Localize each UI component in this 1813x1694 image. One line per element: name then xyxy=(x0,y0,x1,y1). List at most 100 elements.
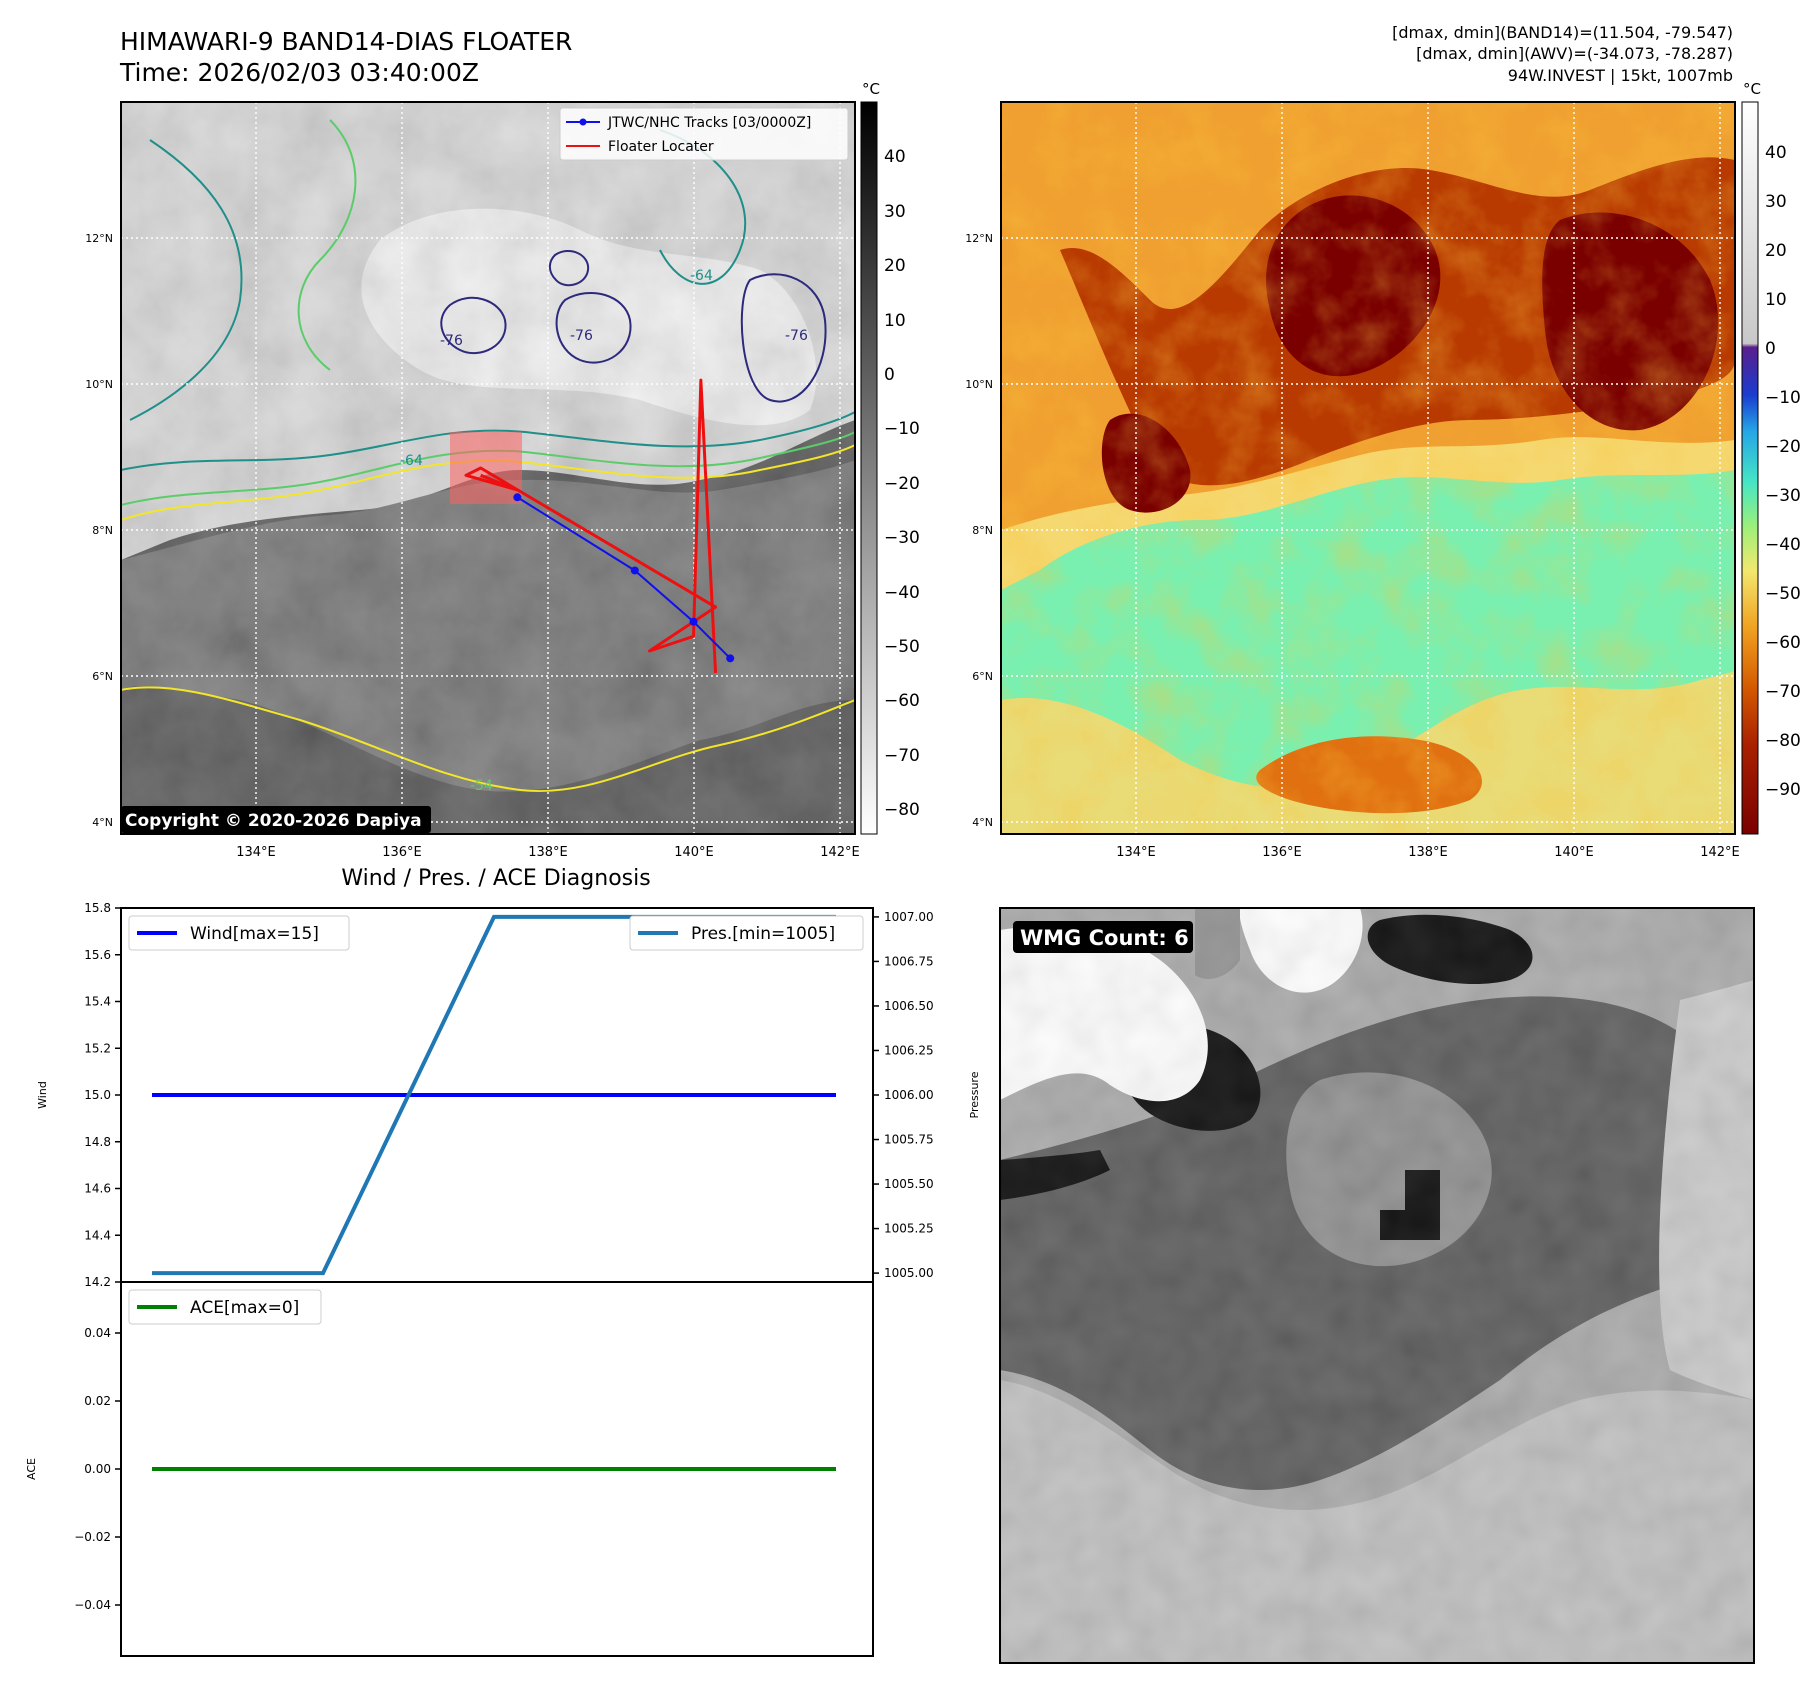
figure-time: Time: 2026/02/03 03:40:00Z xyxy=(119,58,479,87)
pressure-tick-label: 1006.50 xyxy=(884,999,934,1013)
cb-tick: −20 xyxy=(1765,437,1801,457)
wmg-panel: WMG Count: 6 xyxy=(999,907,1755,1664)
contour-purple xyxy=(555,291,632,364)
jtwc-track-point xyxy=(689,617,698,626)
pressure-axis-label: Pressure xyxy=(968,1071,981,1118)
lon-label: 142°E xyxy=(1700,845,1740,860)
lon-label: 140°E xyxy=(1554,845,1594,860)
diagnosis-title: Wind / Pres. / ACE Diagnosis xyxy=(341,866,650,891)
wind-tick-label: 15.8 xyxy=(84,901,111,915)
wind-tick-label: 14.4 xyxy=(84,1228,111,1242)
band14-colorbar-ticks: 40 30 20 10 0 −10 −20 −30 −40 −50 −60 −7… xyxy=(884,147,920,820)
cb-tick: −50 xyxy=(1765,584,1801,604)
left-gridlines xyxy=(121,102,855,834)
cb-tick: −80 xyxy=(884,800,920,820)
pressure-legend: Pres.[min=1005] xyxy=(629,915,864,951)
cb-tick: −60 xyxy=(884,691,920,711)
wind-tick-label: 15.2 xyxy=(84,1041,111,1055)
jtwc-track-point xyxy=(630,566,639,575)
lon-label: 136°E xyxy=(382,845,422,860)
cb-tick: 30 xyxy=(1765,192,1787,212)
lat-label: 4°N xyxy=(92,816,113,829)
wind-pressure-ticks: 15.8 15.6 15.4 15.2 15.0 14.8 14.6 14.4 14.2 1007… xyxy=(84,901,933,1289)
ace-axis-label: ACE xyxy=(25,1458,38,1480)
contour-green xyxy=(297,119,357,371)
cb-tick: 40 xyxy=(1765,143,1787,163)
contour-purple xyxy=(740,273,827,403)
lon-label: 136°E xyxy=(1262,845,1302,860)
contour-label: -76 xyxy=(570,328,593,344)
lat-label: 4°N xyxy=(972,816,993,829)
jtwc-track-point xyxy=(726,654,735,663)
cb-tick: −80 xyxy=(1765,731,1801,751)
ace-tick-label: 0.00 xyxy=(84,1462,111,1476)
band14-colorbar-unit: °C xyxy=(862,80,880,98)
wmg-frame xyxy=(999,907,1755,1664)
pressure-legend-label: Pres.[min=1005] xyxy=(691,924,835,944)
left-lat-labels: 12°N 10°N 8°N 6°N 4°N xyxy=(85,232,113,829)
pressure-tick-label: 1005.50 xyxy=(884,1177,934,1191)
cb-tick: −90 xyxy=(1765,780,1801,800)
wmg-count-label: WMG Count: 6 xyxy=(1020,926,1189,950)
wmg-texture xyxy=(1000,908,1754,1663)
contour-teal xyxy=(121,411,855,471)
cb-tick: −30 xyxy=(1765,486,1801,506)
awv-colorbar-ticks: 40 30 20 10 0 −10 −20 −30 −40 −50 −60 −7… xyxy=(1765,143,1801,800)
figure-title: HIMAWARI-9 BAND14-DIAS FLOATER xyxy=(120,27,572,56)
ace-legend: ACE[max=0] xyxy=(128,1289,322,1325)
lon-label: 138°E xyxy=(1408,845,1448,860)
floater-locater-path xyxy=(464,378,718,674)
wind-tick-label: 14.6 xyxy=(84,1182,111,1196)
ace-legend-label: ACE[max=0] xyxy=(190,1298,299,1318)
awv-colorbar xyxy=(1741,101,1759,835)
lon-label: 134°E xyxy=(236,845,276,860)
cb-tick: −40 xyxy=(1765,535,1801,555)
lon-label: 134°E xyxy=(1116,845,1156,860)
ace-tick-label: −0.02 xyxy=(74,1530,111,1544)
contour-label: -54 xyxy=(470,778,493,794)
lat-label: 8°N xyxy=(972,524,993,537)
contour-label: -64 xyxy=(690,268,713,284)
info-storm: 94W.INVEST | 15kt, 1007mb xyxy=(1508,66,1733,85)
lat-label: 6°N xyxy=(972,670,993,683)
pressure-tick-label: 1005.25 xyxy=(884,1222,934,1236)
right-lon-labels: 134°E 136°E 138°E 140°E 142°E xyxy=(1116,845,1740,860)
lon-label: 138°E xyxy=(528,845,568,860)
cb-tick: −70 xyxy=(1765,682,1801,702)
ace-ticks: 0.04 0.02 0.00 −0.02 −0.04 xyxy=(74,1326,121,1612)
ace-tick-label: −0.04 xyxy=(74,1598,111,1612)
cb-tick: 0 xyxy=(884,365,895,385)
wind-legend-label: Wind[max=15] xyxy=(190,924,319,944)
wmg-count-badge xyxy=(1013,921,1193,953)
band14-map-frame xyxy=(120,101,856,835)
cb-tick: −30 xyxy=(884,528,920,548)
cb-tick: −40 xyxy=(884,583,920,603)
contour-label: -76 xyxy=(440,333,463,349)
pressure-tick-label: 1005.75 xyxy=(884,1133,934,1147)
cb-tick: 30 xyxy=(884,202,906,222)
jtwc-track-point xyxy=(513,493,522,502)
wind-legend: Wind[max=15] xyxy=(128,915,350,951)
cb-tick: 0 xyxy=(1765,339,1776,359)
wind-tick-label: 15.4 xyxy=(84,995,111,1009)
pressure-tick-label: 1005.00 xyxy=(884,1266,934,1280)
contour-purple xyxy=(440,296,507,355)
floater-shaded-box xyxy=(450,432,522,504)
cb-tick: −20 xyxy=(884,474,920,494)
contour-yellow xyxy=(121,686,855,793)
lat-label: 10°N xyxy=(965,378,993,391)
cb-tick: 10 xyxy=(1765,290,1787,310)
copyright-text: Copyright © 2020-2026 Dapiya xyxy=(125,811,422,831)
ace-tick-label: 0.04 xyxy=(84,1326,111,1340)
contour-label: -64 xyxy=(400,453,423,469)
wind-tick-label: 14.8 xyxy=(84,1135,111,1149)
awv-colorbar-unit: °C xyxy=(1743,80,1761,98)
left-lon-labels: 134°E 136°E 138°E 140°E 142°E xyxy=(236,845,860,860)
cb-tick: −50 xyxy=(884,637,920,657)
cb-tick: −10 xyxy=(1765,388,1801,408)
contour-label: -76 xyxy=(785,328,808,344)
copyright-badge xyxy=(121,806,431,833)
ace-chart: 0.04 0.02 0.00 −0.02 −0.04 ACE ACE[max=0] xyxy=(25,1281,874,1657)
cb-tick: −60 xyxy=(1765,633,1801,653)
